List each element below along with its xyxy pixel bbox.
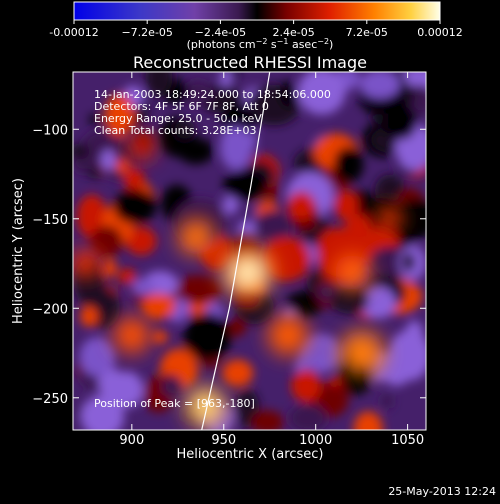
- heatmap-blob: [73, 144, 91, 160]
- colorbar-ticks: -0.00012 −7.2e-05 −2.4e-05 2.4e-05 7.2e-05 0.…: [49, 20, 463, 39]
- heatmap-blob: [219, 72, 233, 87]
- emission-region: [73, 249, 100, 278]
- heatmap-blob: [223, 169, 268, 201]
- heatmap-blob: [79, 337, 116, 377]
- colorbar-tick-label: -0.00012: [49, 26, 98, 39]
- plot-frame: [72, 71, 427, 431]
- x-tick-label: 1000: [299, 433, 332, 448]
- colorbar: -0.00012 −7.2e-05 −2.4e-05 2.4e-05 7.2e-05 0.…: [49, 1, 463, 51]
- heatmap-blob: [174, 119, 195, 139]
- heatmap-blob: [360, 286, 396, 319]
- y-tick-label: −150: [32, 213, 68, 228]
- annotation-block: 14-Jan-2003 18:49:24.000 to 18:54:06.000…: [94, 88, 331, 137]
- emission-region: [375, 204, 404, 233]
- heatmap-blob: [109, 371, 144, 408]
- heatmap-blob: [254, 210, 293, 242]
- heatmap-blob: [104, 93, 135, 137]
- heatmap-blob: [131, 278, 155, 295]
- colorbar-tick-label: 2.4e-05: [272, 26, 314, 39]
- heatmap-blob: [125, 226, 157, 256]
- emission-region: [113, 317, 150, 354]
- x-axis-label: Heliocentric X (arcsec): [177, 447, 324, 462]
- heatmap-blob: [251, 410, 284, 430]
- heatmap-blob: [288, 404, 327, 430]
- heatmap-blob: [331, 285, 369, 315]
- emission-region: [339, 331, 384, 376]
- emission-region: [178, 218, 215, 255]
- annotation-line: 14-Jan-2003 18:49:24.000 to 18:54:06.000: [94, 88, 331, 101]
- footer-date: 25-May-2013 12:24: [388, 485, 496, 498]
- heatmap-blob: [103, 259, 117, 278]
- annotation-line: Energy Range: 25.0 - 50.0 keV: [94, 112, 262, 125]
- heatmap-blob: [317, 283, 337, 301]
- heatmap-blob: [88, 152, 101, 171]
- chart-title: Reconstructed RHESSI Image: [133, 53, 367, 72]
- emission-region: [268, 315, 309, 356]
- colorbar-units: (photons cm−2 s−1 asec−2): [187, 37, 334, 51]
- heatmap-blob: [291, 369, 321, 402]
- x-tick-label: 1050: [391, 433, 424, 448]
- heatmap: [73, 72, 426, 430]
- heatmap-blob: [333, 190, 359, 221]
- heatmap-blob: [228, 318, 246, 337]
- colorbar-tick-label: 0.00012: [417, 26, 463, 39]
- x-tick-label: 900: [119, 433, 144, 448]
- heatmap-blob: [353, 411, 383, 430]
- heatmap-blob: [359, 72, 401, 99]
- peak-position-label: Position of Peak = [963,-180]: [94, 397, 255, 410]
- heatmap-blob: [174, 275, 222, 304]
- y-tick-label: −200: [32, 302, 68, 317]
- colorbar-tick-label: −7.2e-05: [121, 26, 172, 39]
- heatmap-blob: [118, 268, 137, 284]
- heatmap-blob: [161, 376, 184, 398]
- heatmap-blob: [151, 331, 169, 344]
- heatmap-blob: [287, 191, 316, 220]
- heatmap-blob: [333, 146, 364, 183]
- x-axis: 900 950 1000 1050: [119, 72, 424, 448]
- heatmap-blob: [183, 313, 232, 361]
- colorbar-tick-label: 7.2e-05: [346, 26, 388, 39]
- heatmap-blob: [297, 72, 346, 115]
- heatmap-blob: [123, 168, 145, 191]
- y-tick-label: −250: [32, 392, 68, 407]
- colorbar-tick-label: −2.4e-05: [195, 26, 246, 39]
- y-axis-label: Heliocentric Y (arcsec): [11, 178, 26, 324]
- heatmap-blob: [280, 81, 297, 108]
- heatmap-blob: [222, 359, 254, 387]
- heatmap-blob: [177, 137, 215, 165]
- heatmap-blob: [404, 320, 424, 351]
- heatmap-blob: [220, 126, 253, 170]
- heatmap-blob: [262, 236, 311, 282]
- heatmap-blob: [90, 225, 123, 258]
- emission-region: [127, 133, 156, 162]
- heatmap-blob: [223, 194, 239, 215]
- heatmap-blob: [88, 114, 100, 125]
- emission-region: [235, 260, 260, 285]
- heatmap-blob: [145, 72, 173, 98]
- x-tick-label: 950: [211, 433, 236, 448]
- heatmap-blob: [80, 394, 125, 430]
- heatmap-blob: [100, 149, 117, 171]
- heatmap-blob: [183, 80, 213, 106]
- heatmap-blob: [80, 306, 98, 327]
- heatmap-blob: [286, 291, 324, 317]
- heatmap-blob: [113, 189, 157, 224]
- emission-region: [334, 254, 371, 291]
- heatmap-blob: [115, 159, 130, 173]
- heatmap-blob: [141, 293, 176, 320]
- y-axis: −100 −150 −200 −250: [32, 123, 426, 407]
- heatmap-blob: [385, 98, 410, 122]
- y-tick-label: −100: [32, 123, 68, 138]
- annotation-line: Detectors: 4F 5F 6F 7F 8F, Att 0: [94, 100, 269, 113]
- heatmap-blob: [402, 252, 416, 272]
- emission-region: [196, 397, 215, 416]
- heatmap-blob: [380, 394, 394, 409]
- annotation-line: Clean Total counts: 3.28E+03: [94, 124, 257, 137]
- colorbar-gradient: [73, 1, 441, 21]
- solar-limb-line: [201, 72, 271, 430]
